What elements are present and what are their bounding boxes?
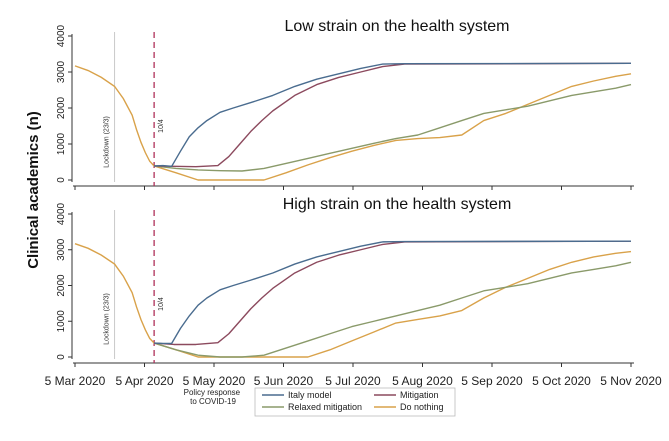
pre-policy-line	[74, 65, 155, 167]
series-line-do-nothing	[153, 250, 632, 358]
x-tick-label: 5 Sep 2020	[461, 374, 523, 388]
x-tick-label: 5 May 2020	[183, 374, 246, 388]
legend-title: Policy response to COVID-19	[184, 388, 243, 406]
legend: Policy response to COVID-19 Italy model M…	[184, 387, 456, 417]
y-tick-label: 1000	[56, 310, 67, 333]
series-line-relaxed-mitigation	[154, 83, 632, 172]
x-axis-tick-labels: 5 Mar 2020 5 Apr 2020 5 May 2020 5 Jun 2020…	[45, 374, 662, 388]
series-line-mitigation	[154, 240, 632, 346]
x-tick-label: 5 Mar 2020	[45, 374, 106, 388]
panel-title-high-strain: High strain on the health system	[283, 196, 512, 213]
pre-policy-line	[74, 243, 155, 344]
series-line-do-nothing	[153, 73, 632, 181]
lockdown-label: Lockdown (23/3)	[104, 293, 111, 345]
legend-entry-label: Italy model	[288, 390, 332, 400]
x-tick-label: 5 Nov 2020	[600, 374, 662, 388]
y-tick-label: 3000	[56, 60, 67, 83]
series-line-mitigation	[154, 62, 632, 168]
panel-low-strain: 0 1000 2000 3000 4000 Lockdown (23/3) 10/4	[56, 24, 634, 190]
legend-entry-label: Do nothing	[400, 402, 444, 412]
lockdown-label: Lockdown (23/3)	[104, 116, 111, 168]
y-tick-label: 0	[56, 177, 67, 183]
y-tick-label: 4000	[56, 202, 67, 225]
legend-entry-label: Mitigation	[400, 390, 439, 400]
x-tick-label: 5 Oct 2020	[532, 374, 591, 388]
x-tick-label: 5 Apr 2020	[115, 374, 173, 388]
series-line-italy-model	[154, 240, 632, 345]
legend-entry-label: Relaxed mitigation	[288, 402, 362, 412]
y-tick-label: 0	[56, 354, 67, 360]
legend-frame	[254, 387, 456, 417]
y-tick-label: 4000	[56, 24, 67, 47]
y-tick-label: 2000	[56, 96, 67, 119]
x-tick-label: 5 Jul 2020	[325, 374, 381, 388]
y-tick-label: 2000	[56, 274, 67, 297]
x-tick-label: 5 Jun 2020	[254, 374, 314, 388]
y-tick-label: 3000	[56, 238, 67, 261]
policy-date-label: 10/4	[158, 297, 165, 311]
panel-title-low-strain: Low strain on the health system	[284, 18, 509, 35]
policy-date-label: 10/4	[158, 119, 165, 133]
series-line-relaxed-mitigation	[153, 261, 632, 358]
y-axis-label: Clinical academics (n)	[25, 111, 42, 269]
x-tick-label: 5 Aug 2020	[392, 374, 453, 388]
panel-high-strain: 0 1000 2000 3000 4000 Lockdown (23/3) 10/4	[56, 202, 634, 367]
series-line-italy-model	[154, 62, 632, 168]
y-tick-label: 1000	[56, 132, 67, 155]
